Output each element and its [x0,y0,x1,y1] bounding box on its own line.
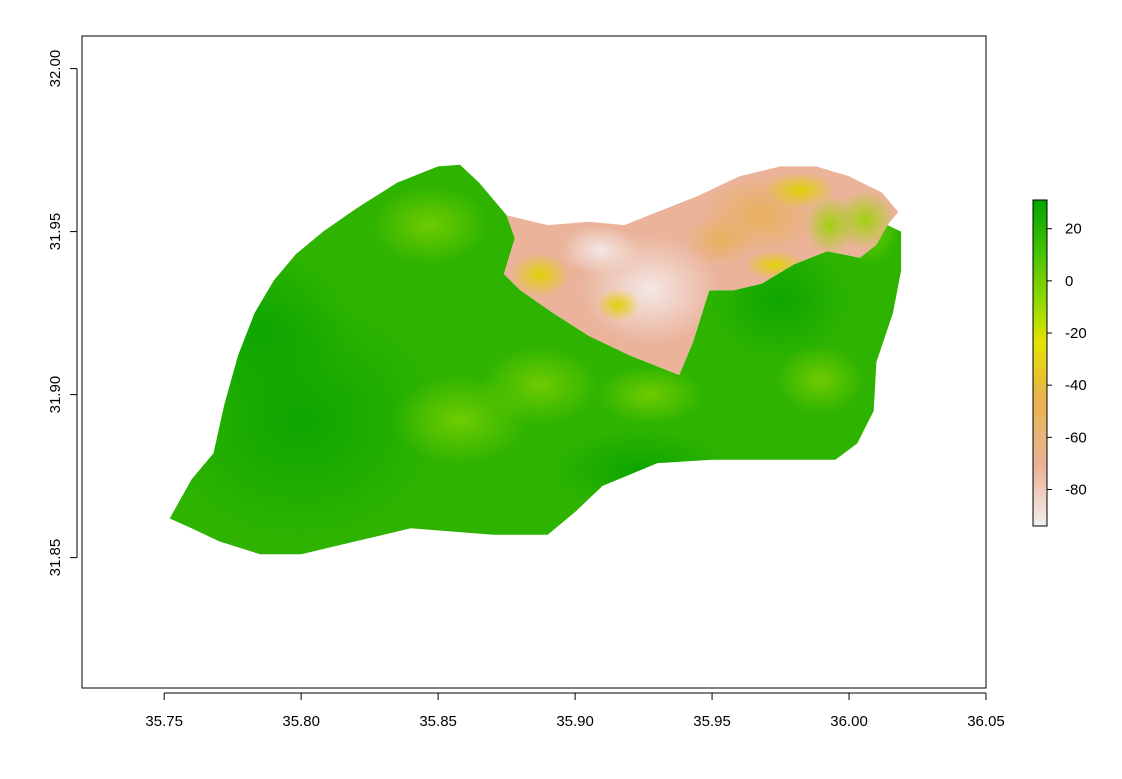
y-tick-label: 31.85 [47,539,64,577]
x-tick-label: 35.85 [419,713,457,730]
legend-tick-label: -80 [1065,481,1087,498]
legend-gradient-bar [1032,199,1048,527]
legend-tick-label: -40 [1065,377,1087,394]
y-axis: 31.85 31.90 31.95 32.00 [47,50,78,577]
legend-tick-label: -60 [1065,429,1087,446]
raster-layer [169,164,902,555]
x-tick-label: 35.90 [556,713,594,730]
x-tick-label: 35.80 [282,713,320,730]
x-tick-label: 36.00 [830,713,868,730]
x-axis: 35.75 35.80 35.85 35.90 35.95 36.00 36.05 [145,692,1005,730]
x-tick-label: 35.75 [145,713,183,730]
y-tick-label: 31.95 [47,213,64,251]
legend-tick-label: 0 [1065,273,1073,290]
plot-frame [81,35,987,689]
legend-tick-label: -20 [1065,325,1087,342]
x-tick-label: 35.95 [693,713,731,730]
y-tick-label: 32.00 [47,50,64,88]
y-tick-label: 31.90 [47,376,64,414]
low-value-texture [510,172,895,345]
legend-colorbar: 20 0 -20 -40 -60 -80 [1032,199,1087,527]
x-tick-label: 36.05 [967,713,1005,730]
legend-tick-label: 20 [1065,221,1082,238]
